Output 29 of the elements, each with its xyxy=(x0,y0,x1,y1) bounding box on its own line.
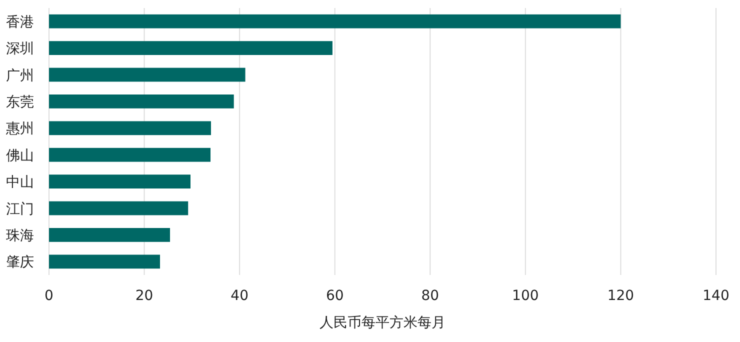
bar xyxy=(49,148,211,162)
y-tick-label: 珠海 xyxy=(6,228,34,244)
y-tick-label: 江门 xyxy=(6,201,34,218)
y-tick-label: 中山 xyxy=(6,174,34,191)
x-tick-label: 20 xyxy=(135,288,154,304)
bar xyxy=(49,201,188,216)
y-tick-label: 广州 xyxy=(6,68,34,84)
x-axis-title: 人民币每平方米每月 xyxy=(320,315,446,331)
x-tick-label: 80 xyxy=(421,288,440,304)
bar xyxy=(49,41,332,55)
bar xyxy=(49,254,160,269)
x-tick-label: 140 xyxy=(702,288,730,304)
y-tick-label: 惠州 xyxy=(5,121,34,138)
x-tick-label: 120 xyxy=(607,288,634,304)
x-tick-label: 0 xyxy=(44,288,54,304)
bar xyxy=(49,228,170,242)
y-tick-label: 深圳 xyxy=(6,41,34,58)
bar xyxy=(49,68,246,82)
x-tick-label: 100 xyxy=(512,288,539,304)
y-tick-label: 香港 xyxy=(6,14,34,30)
bar xyxy=(49,121,211,136)
y-tick-label: 佛山 xyxy=(6,148,34,164)
x-tick-label: 60 xyxy=(326,288,344,304)
bar xyxy=(49,174,190,188)
y-tick-label: 东莞 xyxy=(6,94,34,110)
bar xyxy=(49,14,621,28)
y-tick-label: 肇庆 xyxy=(6,254,34,271)
bar xyxy=(49,94,234,108)
x-tick-label: 40 xyxy=(230,288,248,304)
